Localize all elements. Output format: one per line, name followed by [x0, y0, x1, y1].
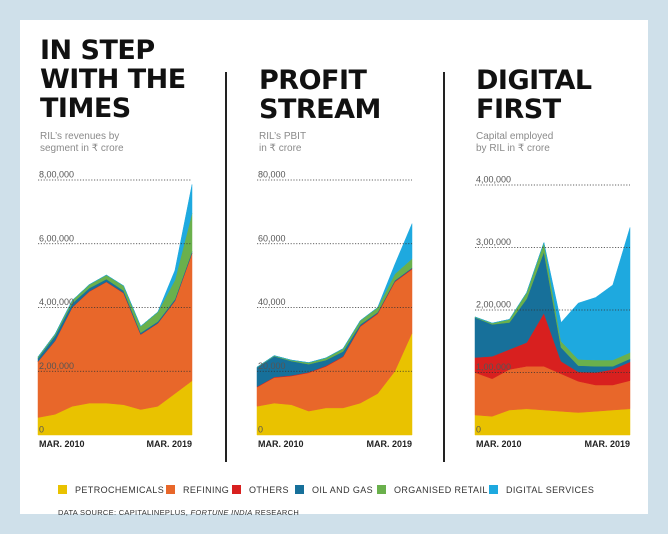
- y-tick-label: 80,000: [258, 170, 286, 180]
- infographic-card: IN STEP WITH THE TIMES RIL’s revenues by…: [20, 20, 648, 517]
- y-tick-label: 6,00,000: [39, 233, 74, 243]
- panel-3-title-line: FIRST: [476, 94, 561, 125]
- y-tick-label: 3,00,000: [476, 237, 511, 247]
- source-publication: FORTUNE INDIA: [190, 508, 253, 517]
- y-tick-label: 4,00,000: [39, 297, 74, 307]
- panel-1-title-line: WITH THE: [40, 64, 186, 95]
- panel-2-title-line: STREAM: [259, 94, 381, 125]
- area-refining: [37, 253, 193, 418]
- area-digital-services: [474, 227, 631, 361]
- legend-label: ORGANISED RETAIL: [394, 485, 488, 495]
- legend-item-others: OTHERS: [232, 485, 289, 495]
- charts-canvas: 0 2,00,000 4,00,000 6,00,000 8,00,000 MAR. 20…: [37, 170, 631, 449]
- panel-3-title: DIGITAL FIRST: [476, 66, 592, 124]
- panel-2-title-line: PROFIT: [259, 65, 367, 96]
- y-tick-label: 2,00,000: [39, 361, 74, 371]
- x-tick-label: MAR. 2010: [39, 439, 85, 449]
- chart-2: 0 20,000 40,000 60,000 80,000 MAR. 2010 MAR. 2…: [256, 170, 413, 449]
- y-tick-label: 8,00,000: [39, 170, 74, 180]
- legend-label: REFINING: [183, 485, 230, 495]
- legend-item-oil-and-gas: OIL AND GAS: [295, 485, 373, 495]
- legend-item-digital-services: DIGITAL SERVICES: [489, 485, 594, 495]
- x-tick-label: MAR. 2019: [146, 439, 192, 449]
- y-tick-label: 0: [476, 425, 481, 435]
- legend-label: OTHERS: [249, 485, 289, 495]
- panel-2-subtitle-line: in ₹ crore: [259, 143, 302, 154]
- y-tick-label: 40,000: [258, 297, 286, 307]
- legend-swatch: [489, 485, 498, 494]
- area-digital-services: [37, 184, 193, 358]
- legend-swatch: [232, 485, 241, 494]
- x-tick-label: MAR. 2019: [584, 439, 630, 449]
- legend-item-organised-retail: ORGANISED RETAIL: [377, 485, 488, 495]
- chart-1: 0 2,00,000 4,00,000 6,00,000 8,00,000 MAR. 20…: [37, 170, 193, 449]
- y-tick-label: 20,000: [258, 361, 286, 371]
- chart-3: 0 1,00,000 2,00,000 3,00,000 4,00,000 MAR. 20…: [474, 175, 631, 449]
- panel-1-title: IN STEP WITH THE TIMES: [40, 36, 186, 123]
- panel-divider-1: [225, 72, 227, 462]
- legend-item-petrochemicals: PETROCHEMICALS: [58, 485, 164, 495]
- legend-item-refining: REFINING: [166, 485, 229, 495]
- legend-swatch: [58, 485, 67, 494]
- y-tick-label: 0: [39, 425, 44, 435]
- area-digital-services: [256, 223, 413, 368]
- legend-swatch: [166, 485, 175, 494]
- y-tick-label: 1,00,000: [476, 362, 511, 372]
- legend-swatch: [377, 485, 386, 494]
- panel-2-subtitle: RIL’s PBIT in ₹ crore: [259, 131, 306, 155]
- y-tick-label: 4,00,000: [476, 175, 511, 185]
- x-tick-label: MAR. 2010: [258, 439, 304, 449]
- y-tick-label: 0: [258, 425, 263, 435]
- panel-1-subtitle: RIL’s revenues by segment in ₹ crore: [40, 131, 124, 155]
- panel-divider-2: [443, 72, 445, 462]
- panel-3-subtitle-line: Capital employed: [476, 131, 554, 142]
- panel-1-subtitle-line: segment in ₹ crore: [40, 143, 124, 154]
- y-tick-label: 60,000: [258, 233, 286, 243]
- x-tick-label: MAR. 2010: [476, 439, 522, 449]
- panel-2-title: PROFIT STREAM: [259, 66, 381, 124]
- panel-1-title-line: TIMES: [40, 93, 131, 124]
- y-tick-label: 2,00,000: [476, 300, 511, 310]
- panel-3-subtitle-line: by RIL in ₹ crore: [476, 143, 550, 154]
- legend-swatch: [295, 485, 304, 494]
- panel-2-subtitle-line: RIL’s PBIT: [259, 131, 307, 142]
- legend-label: PETROCHEMICALS: [75, 485, 165, 495]
- panel-1-title-line: IN STEP: [40, 35, 155, 66]
- source-prefix: DATA SOURCE: CAPITALINEPLUS,: [58, 508, 191, 517]
- data-source-note: DATA SOURCE: CAPITALINEPLUS, FORTUNE IND…: [58, 508, 299, 517]
- legend-label: DIGITAL SERVICES: [506, 485, 595, 495]
- source-suffix: RESEARCH: [252, 508, 300, 517]
- panel-1-subtitle-line: RIL’s revenues by: [40, 131, 120, 142]
- legend-label: OIL AND GAS: [312, 485, 374, 495]
- panel-3-title-line: DIGITAL: [476, 65, 592, 96]
- panel-3-subtitle: Capital employed by RIL in ₹ crore: [476, 131, 553, 155]
- x-tick-label: MAR. 2019: [366, 439, 412, 449]
